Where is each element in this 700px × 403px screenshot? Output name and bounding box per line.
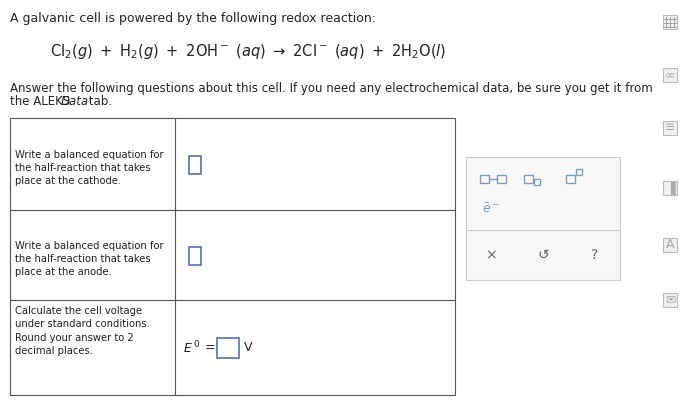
Text: $\mathit{E}^{\,0}$: $\mathit{E}^{\,0}$ <box>183 339 200 356</box>
Text: Write a balanced equation for
the half-reaction that takes
place at the anode.: Write a balanced equation for the half-r… <box>15 241 164 277</box>
Text: A galvanic cell is powered by the following redox reaction:: A galvanic cell is powered by the follow… <box>10 12 376 25</box>
Text: the ALEKS: the ALEKS <box>10 95 74 108</box>
Bar <box>189 247 201 265</box>
Text: Write a balanced equation for
the half-reaction that takes
place at the cathode.: Write a balanced equation for the half-r… <box>15 150 164 187</box>
Text: ?: ? <box>592 248 598 262</box>
Bar <box>534 179 540 185</box>
Text: tab.: tab. <box>85 95 112 108</box>
Bar <box>497 175 506 183</box>
Bar <box>10 118 455 395</box>
Text: $\bar{e}^-$: $\bar{e}^-$ <box>482 202 500 216</box>
Text: V: V <box>244 341 253 354</box>
Text: ↺: ↺ <box>537 248 549 262</box>
Bar <box>466 157 620 280</box>
Bar <box>217 337 239 357</box>
Text: ✉: ✉ <box>665 293 676 307</box>
Bar <box>663 181 677 195</box>
Text: ▐: ▐ <box>665 181 675 195</box>
Text: ≡: ≡ <box>665 121 676 135</box>
Text: $\mathrm{Cl_2}(\mathit{g})\ +\ \mathrm{H_2}(\mathit{g})\ +\ \mathrm{2OH^-}\ (\ma: $\mathrm{Cl_2}(\mathit{g})\ +\ \mathrm{H… <box>50 42 447 61</box>
Bar <box>524 175 533 183</box>
Bar <box>663 15 677 29</box>
Bar <box>663 68 677 82</box>
Text: A: A <box>666 239 674 251</box>
Bar <box>189 156 201 174</box>
Bar <box>663 238 677 252</box>
Text: ×: × <box>485 248 497 262</box>
Text: ∞: ∞ <box>665 69 676 81</box>
Text: Calculate the cell voltage
under standard conditions.: Calculate the cell voltage under standar… <box>15 306 150 329</box>
Bar <box>566 175 575 183</box>
Text: Answer the following questions about this cell. If you need any electrochemical : Answer the following questions about thi… <box>10 82 652 95</box>
Bar <box>480 175 489 183</box>
Text: Round your answer to 2
decimal places.: Round your answer to 2 decimal places. <box>15 333 134 356</box>
Text: =: = <box>205 341 216 354</box>
Bar <box>576 169 582 175</box>
Bar <box>663 293 677 307</box>
Bar <box>663 121 677 135</box>
Text: Data: Data <box>61 95 89 108</box>
